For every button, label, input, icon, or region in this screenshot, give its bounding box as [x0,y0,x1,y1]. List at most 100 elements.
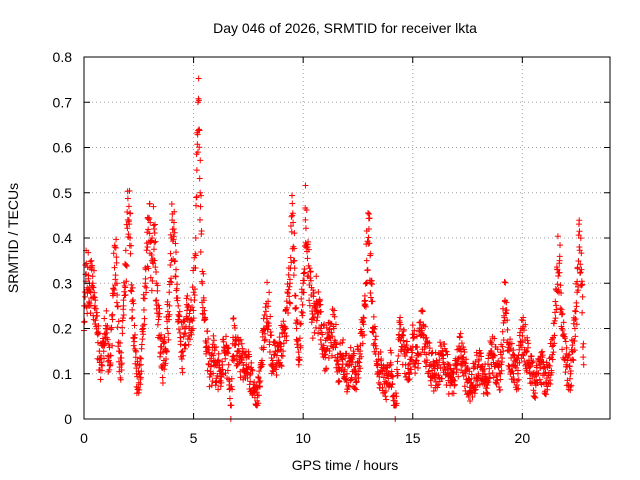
y-tick-label: 0.3 [53,275,73,291]
data-point [180,352,187,359]
data-point [142,275,149,282]
data-point [200,270,207,277]
data-point [503,307,510,314]
data-point [299,309,306,316]
data-point [446,362,453,369]
data-point [356,350,363,357]
data-point [292,305,299,312]
data-point [262,308,269,315]
data-point [367,250,374,257]
data-point [113,254,120,261]
data-point [362,303,369,310]
data-point [263,315,270,322]
data-point [240,362,247,369]
data-point [209,341,216,348]
data-point [298,295,305,302]
data-point [342,376,349,383]
data-point [440,355,447,362]
data-point [107,352,114,359]
data-point [108,312,115,319]
data-point [572,307,579,314]
data-point [423,334,430,341]
data-point [196,144,203,151]
data-point [281,323,288,330]
data-point [246,353,253,360]
data-point [107,362,114,369]
data-point [165,316,172,323]
data-point [577,269,584,276]
data-point [339,339,346,346]
data-point [214,357,221,364]
data-point [192,235,199,241]
data-point [127,250,134,257]
data-point [310,287,317,294]
data-point [178,349,185,356]
data-point [180,317,187,324]
data-point [293,304,300,311]
data-point [351,385,358,392]
data-point [100,348,107,355]
data-point [466,368,473,375]
data-point [346,361,353,368]
data-point [393,366,400,373]
data-point [302,182,309,189]
data-point [360,314,367,321]
data-point [573,321,580,328]
data-point [574,264,581,271]
data-point [317,308,324,315]
data-point [132,331,139,338]
data-point [478,353,485,360]
data-point [154,287,161,294]
data-point [396,325,403,332]
data-point [175,326,182,333]
data-point [131,322,138,329]
data-point [357,365,364,372]
data-point [323,324,330,331]
data-point [237,336,244,343]
data-point [306,302,313,309]
data-point [146,215,153,222]
data-point [140,306,147,313]
data-point [314,313,321,320]
data-point [234,361,241,368]
data-point [146,200,153,207]
data-point [394,358,401,365]
data-point [562,354,569,361]
data-point [373,345,380,352]
data-point [315,330,322,337]
data-point [226,395,233,402]
data-point [278,352,285,359]
data-point [562,369,569,376]
data-point [367,294,374,301]
data-point [307,274,314,281]
data-point [133,348,140,355]
data-point [580,354,587,361]
data-point [220,338,227,345]
data-point [310,293,317,300]
data-point [118,349,125,356]
data-point [302,225,309,232]
data-point [195,97,202,104]
data-point [116,348,123,355]
data-point [119,315,126,322]
data-point [164,298,171,305]
data-point [130,342,137,349]
data-point [277,340,284,347]
data-point [355,374,362,381]
data-point [556,253,563,260]
data-point [273,364,280,371]
data-point [445,391,452,398]
data-point [370,329,377,336]
data-point [400,326,407,333]
x-tick-label: 10 [295,430,311,446]
data-point [571,325,578,332]
data-point [300,289,307,296]
data-point [481,380,488,387]
data-point [351,350,358,357]
data-point [119,330,126,337]
data-point [305,238,312,245]
data-point [516,359,523,366]
data-point [276,334,283,341]
data-point [499,343,506,350]
data-point [486,370,493,377]
